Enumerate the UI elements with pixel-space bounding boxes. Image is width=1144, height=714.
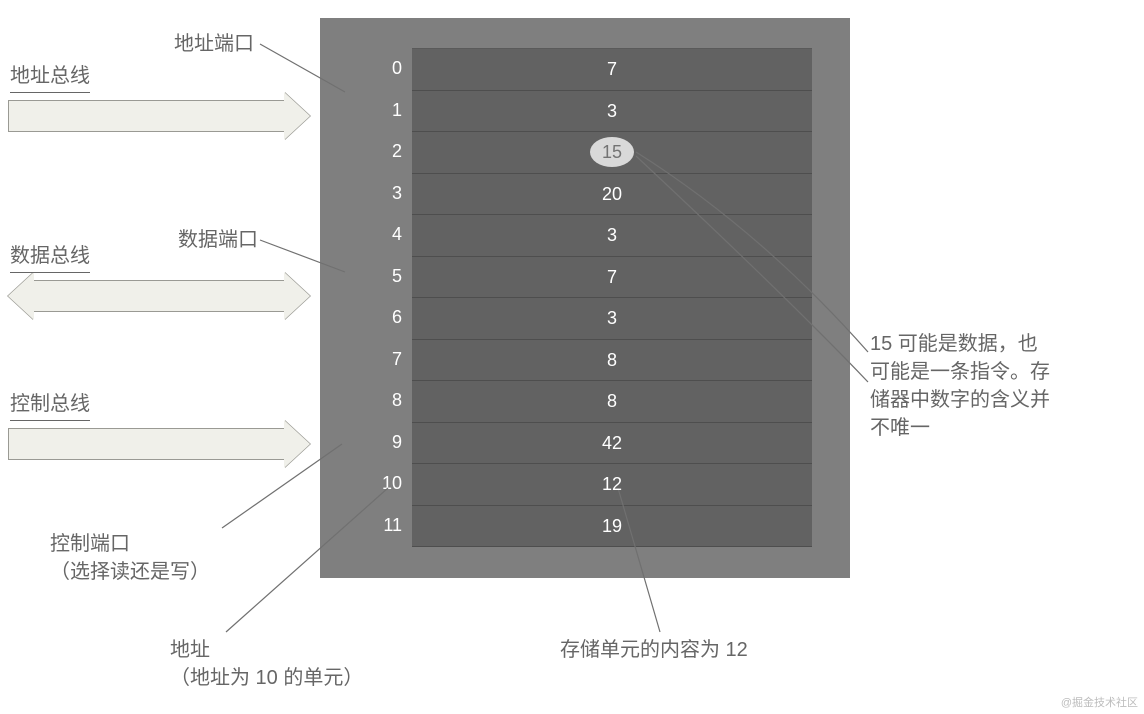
address-bus-arrow bbox=[8, 92, 310, 140]
label-value-note: 15 可能是数据，也可能是一条指令。存储器中数字的含义并不唯一 bbox=[870, 330, 1120, 442]
address-cell: 10 bbox=[370, 463, 408, 505]
memory-value: 8 bbox=[607, 350, 617, 370]
address-cell: 8 bbox=[370, 380, 408, 422]
address-cell: 3 bbox=[370, 173, 408, 215]
label-address-port: 地址端口 bbox=[174, 30, 254, 58]
control-bus-arrow bbox=[8, 420, 310, 468]
address-cell: 2 bbox=[370, 131, 408, 173]
label-data-port: 数据端口 bbox=[178, 226, 258, 254]
address-cell: 0 bbox=[370, 48, 408, 90]
label-control-port: 控制端口（选择读还是写） bbox=[50, 530, 210, 586]
address-cell: 9 bbox=[370, 422, 408, 464]
memory-value: 7 bbox=[607, 59, 617, 79]
memory-value: 19 bbox=[602, 516, 622, 536]
memory-value: 3 bbox=[607, 308, 617, 328]
address-cell: 7 bbox=[370, 339, 408, 381]
memory-row: 3 bbox=[412, 298, 812, 340]
memory-value: 20 bbox=[602, 184, 622, 204]
address-cell: 1 bbox=[370, 90, 408, 132]
memory-value: 8 bbox=[607, 391, 617, 411]
memory-row: 7 bbox=[412, 257, 812, 299]
memory-row: 3 bbox=[412, 215, 812, 257]
memory-value: 3 bbox=[607, 101, 617, 121]
address-cell: 5 bbox=[370, 256, 408, 298]
memory-row: 8 bbox=[412, 381, 812, 423]
memory-value: 42 bbox=[602, 433, 622, 453]
address-cell: 4 bbox=[370, 214, 408, 256]
address-cell: 11 bbox=[370, 505, 408, 547]
memory-row: 42 bbox=[412, 423, 812, 465]
address-cell: 6 bbox=[370, 297, 408, 339]
memory-row: 7 bbox=[412, 49, 812, 91]
memory-row: 12 bbox=[412, 464, 812, 506]
memory-row: 3 bbox=[412, 91, 812, 133]
memory-table: 7 3 15 20 3 7 3 8 8 42 12 19 bbox=[412, 48, 812, 547]
address-column: 01234567891011 bbox=[370, 48, 408, 546]
control-bus-label: 控制总线 bbox=[10, 390, 90, 421]
label-address-note: 地址（地址为 10 的单元） bbox=[170, 636, 363, 692]
data-bus-arrow bbox=[8, 272, 310, 320]
address-bus-label: 地址总线 bbox=[10, 62, 90, 93]
memory-row: 19 bbox=[412, 506, 812, 548]
memory-row: 20 bbox=[412, 174, 812, 216]
label-cell-note: 存储单元的内容为 12 bbox=[560, 636, 748, 664]
memory-value: 7 bbox=[607, 267, 617, 287]
memory-value: 15 bbox=[602, 142, 622, 162]
memory-row: 8 bbox=[412, 340, 812, 382]
watermark: @掘金技术社区 bbox=[1061, 694, 1138, 710]
memory-value: 3 bbox=[607, 225, 617, 245]
memory-value: 12 bbox=[602, 474, 622, 494]
memory-row: 15 bbox=[412, 132, 812, 174]
data-bus-label: 数据总线 bbox=[10, 242, 90, 273]
